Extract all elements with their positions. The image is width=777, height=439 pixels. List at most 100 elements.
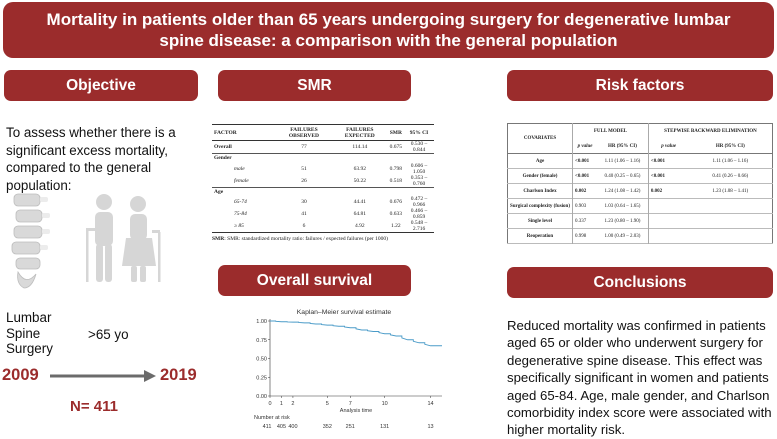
smr-cell: 0.518 bbox=[389, 177, 403, 184]
conclusions-text: Reduced mortality was confirmed in patie… bbox=[507, 318, 772, 438]
smr-cell: 50.22 bbox=[353, 177, 366, 184]
smr-group-gender: Gender bbox=[214, 155, 232, 162]
smr-cell: female bbox=[234, 177, 249, 184]
smr-note: SMR: SMR: standardized mortality ratio: … bbox=[212, 236, 388, 242]
timeline-arrow-icon bbox=[50, 370, 156, 382]
km-chart: Kaplan–Meier survival estimate 0.00 0.25 0… bbox=[254, 309, 442, 430]
risk-cell: 0.40 (0.25 – 0.65) bbox=[597, 168, 649, 184]
poster-title: Mortality in patients older than 65 year… bbox=[46, 10, 731, 50]
age-label: >65 yo bbox=[88, 327, 129, 342]
km-x-tick-label: 2 bbox=[291, 401, 294, 407]
smr-cell: 1.22 bbox=[391, 223, 401, 229]
risk-cell: Reoperation bbox=[507, 228, 573, 244]
km-x-tick-label: 1 bbox=[280, 401, 283, 407]
year-start: 2009 bbox=[2, 366, 39, 384]
km-at-risk-value: 251 bbox=[346, 424, 355, 430]
risk-cell: <0.001 bbox=[650, 173, 665, 179]
smr-table: FACTOR FAILURES OBSERVED FAILURES EXPECT… bbox=[212, 124, 434, 242]
risk-sub-p: p value bbox=[577, 143, 593, 149]
risk-cell: Gender (female) bbox=[507, 168, 573, 184]
smr-header-label: SMR bbox=[297, 76, 332, 94]
table-row: ≥ 85 6 4.92 1.22 0.548 – 2.716 bbox=[212, 220, 434, 233]
risk-cell: Charlson Index bbox=[507, 183, 573, 199]
risk-cell: Surgical complexity (fusion) bbox=[507, 198, 573, 214]
smr-cell: 4.92 bbox=[354, 223, 365, 229]
risk-col-step: STEPWISE BACKWARD ELIMINATION bbox=[664, 129, 757, 135]
smr-cell: Overall bbox=[214, 144, 232, 150]
risk-cell: <0.001 bbox=[575, 158, 590, 164]
km-at-risk-value: 405 bbox=[277, 424, 286, 430]
survival-header: Overall survival bbox=[218, 265, 411, 296]
risk-cell: Age bbox=[507, 153, 573, 169]
objective-text: To assess whether there is a significant… bbox=[6, 125, 176, 193]
smr-cell: 0.676 bbox=[389, 199, 403, 205]
km-number-at-risk-label: Number at risk bbox=[254, 415, 290, 421]
survival-header-label: Overall survival bbox=[256, 271, 373, 289]
km-y-tick-label: 0.25 bbox=[256, 375, 267, 381]
table-row: Charlson Index 0.002 1.24 (1.08 – 1.42) 0.0… bbox=[507, 183, 773, 199]
table-row: 75-84 41 64.81 0.633 0.466 – 0.859 bbox=[212, 208, 434, 220]
risk-cell: 1.00 (0.49 – 2.03) bbox=[597, 228, 649, 244]
table-row: male 51 63.92 0.798 0.606 – 1.050 bbox=[212, 163, 434, 175]
smr-col-factor: FACTOR bbox=[214, 129, 237, 136]
smr-cell: 51 bbox=[301, 165, 307, 172]
km-x-label: Analysis time bbox=[340, 408, 372, 414]
smr-cell: 0.466 – 0.859 bbox=[410, 208, 428, 220]
smr-col-ci: 95% CI bbox=[409, 129, 429, 136]
km-y-tick-label: 0.50 bbox=[256, 357, 267, 363]
sample-size: N= 411 bbox=[70, 398, 118, 415]
table-row: Single level 0.337 1.23 (0.80 – 1.90) bbox=[507, 213, 773, 229]
km-at-risk-value: 411 bbox=[263, 424, 272, 430]
smr-col-expected: FAILURES EXPECTED bbox=[344, 126, 375, 139]
smr-col-smr: SMR bbox=[389, 129, 402, 136]
km-x-tick-label: 5 bbox=[326, 401, 329, 407]
smr-header: SMR bbox=[218, 70, 411, 101]
risk-cell: 1.03 (0.64 – 1.65) bbox=[597, 198, 649, 214]
elderly-couple-icon bbox=[86, 194, 161, 282]
table-row: Age <0.001 1.11 (1.06 – 1.16) <0.001 1.11 (1… bbox=[507, 153, 773, 169]
risk-cell: 0.002 bbox=[575, 188, 587, 194]
risk-cell: 1.23 (1.08 – 1.41) bbox=[712, 188, 749, 194]
risk-cell bbox=[689, 214, 773, 229]
km-at-risk-value: 352 bbox=[323, 424, 332, 430]
lumbar-label: Lumbar Spine Surgery bbox=[6, 310, 66, 357]
smr-cell: 41 bbox=[301, 211, 307, 217]
smr-cell: 0.633 bbox=[389, 211, 403, 217]
smr-cell: 63.92 bbox=[353, 165, 366, 172]
risk-cell: 1.11 (1.06 – 1.16) bbox=[712, 158, 749, 164]
km-title: Kaplan–Meier survival estimate bbox=[297, 309, 392, 316]
smr-cell: 44.41 bbox=[353, 199, 366, 205]
km-at-risk-value: 13 bbox=[427, 424, 433, 430]
risk-cell bbox=[648, 199, 688, 214]
risk-cell bbox=[648, 214, 688, 229]
smr-cell: male bbox=[234, 165, 245, 172]
table-row: Reoperation 0.998 1.00 (0.49 – 2.03) bbox=[507, 228, 773, 244]
year-end: 2019 bbox=[160, 366, 197, 384]
risk-header-label: Risk factors bbox=[595, 76, 685, 94]
risk-cell: <0.001 bbox=[575, 173, 590, 179]
km-x-tick-label: 7 bbox=[349, 401, 352, 407]
table-row: Gender (female) <0.001 0.40 (0.25 – 0.65) <… bbox=[507, 168, 773, 184]
smr-cell: 0.548 – 2.716 bbox=[410, 220, 428, 232]
risk-cell: 0.903 bbox=[575, 203, 587, 209]
smr-note-text: SMR: standardized mortality ratio: failu… bbox=[227, 236, 388, 242]
risk-header: Risk factors bbox=[507, 70, 773, 101]
smr-group-age: Age bbox=[214, 188, 224, 195]
risk-table: COVARIATES FULL MODEL STEPWISE BACKWARD … bbox=[507, 123, 773, 244]
smr-cell: 0.798 bbox=[389, 165, 403, 172]
table-row: female 26 50.22 0.518 0.353 – 0.760 bbox=[212, 175, 434, 187]
conclusions-header: Conclusions bbox=[507, 267, 773, 298]
smr-cell: 65-74 bbox=[234, 199, 247, 205]
smr-cell: 26 bbox=[301, 177, 307, 184]
smr-cell: 0.530 – 0.844 bbox=[410, 141, 428, 153]
smr-cell: 0.675 bbox=[389, 144, 403, 150]
smr-cell: 0.472 – 0.966 bbox=[410, 196, 428, 208]
km-y-tick-label: 1.00 bbox=[256, 319, 267, 325]
risk-cell: 0.337 bbox=[575, 218, 587, 224]
risk-cell: 0.002 bbox=[650, 188, 663, 194]
risk-sub-hr: HR (95% CI) bbox=[597, 139, 649, 154]
risk-cell: 0.41 (0.26 – 0.66) bbox=[712, 173, 749, 179]
smr-cell: 77 bbox=[301, 144, 307, 150]
km-x-tick-label: 14 bbox=[427, 401, 433, 407]
table-row: Surgical complexity (fusion) 0.903 1.03 (0… bbox=[507, 198, 773, 214]
